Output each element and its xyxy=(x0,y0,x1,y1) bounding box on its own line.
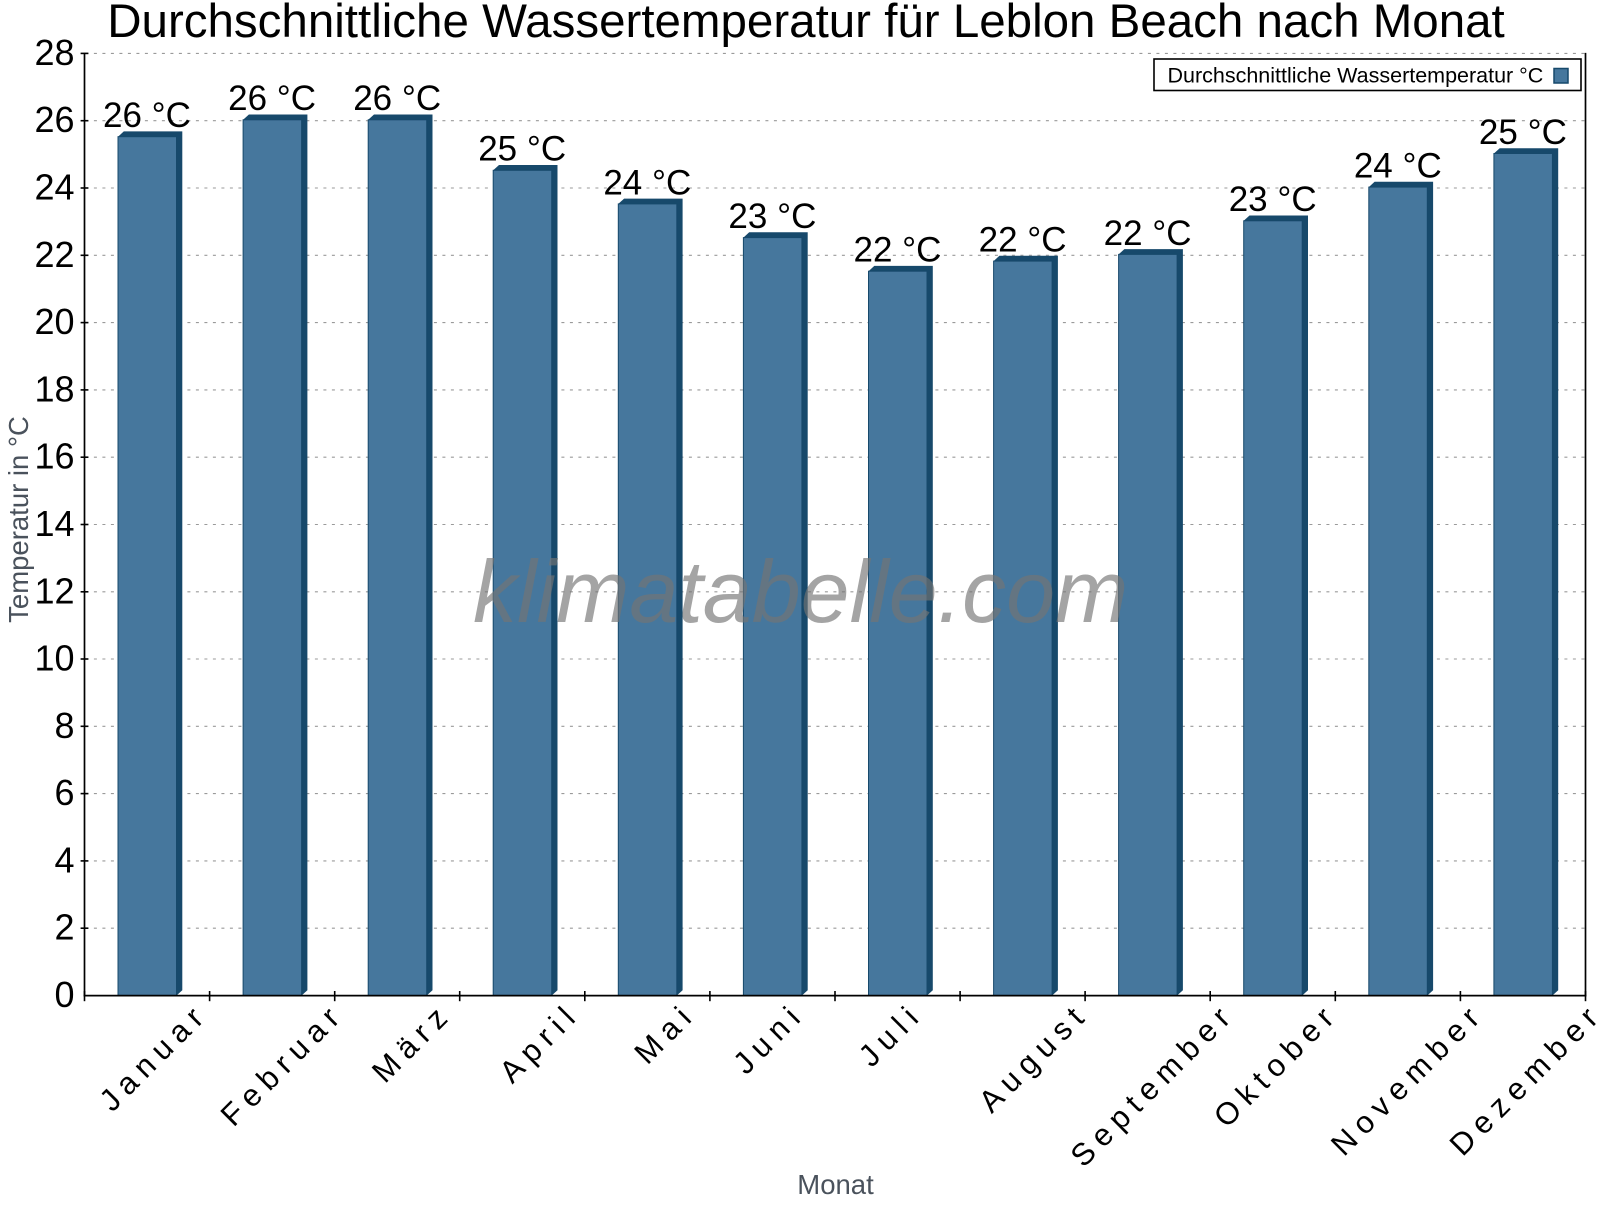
svg-text:26: 26 xyxy=(34,99,74,140)
svg-text:Temperatur in °C: Temperatur in °C xyxy=(3,416,34,623)
svg-text:28: 28 xyxy=(34,32,74,73)
svg-text:Durchschnittliche Wassertemper: Durchschnittliche Wassertemperatur für L… xyxy=(107,0,1505,48)
svg-text:25 °C: 25 °C xyxy=(1479,113,1567,152)
svg-text:14: 14 xyxy=(34,503,74,544)
svg-text:24 °C: 24 °C xyxy=(1354,147,1442,186)
svg-text:25 °C: 25 °C xyxy=(478,130,566,169)
svg-text:0: 0 xyxy=(54,974,74,1015)
svg-text:6: 6 xyxy=(54,772,74,813)
svg-text:23 °C: 23 °C xyxy=(1229,180,1317,219)
svg-text:12: 12 xyxy=(34,570,74,611)
svg-text:22: 22 xyxy=(34,234,74,275)
svg-text:22 °C: 22 °C xyxy=(854,231,942,270)
svg-text:26 °C: 26 °C xyxy=(103,96,191,135)
svg-text:4: 4 xyxy=(54,839,74,880)
svg-text:22 °C: 22 °C xyxy=(979,221,1067,260)
svg-text:10: 10 xyxy=(34,638,74,679)
svg-text:22 °C: 22 °C xyxy=(1104,214,1192,253)
svg-text:Durchschnittliche Wassertemper: Durchschnittliche Wassertemperatur °C xyxy=(1168,64,1544,88)
svg-text:26 °C: 26 °C xyxy=(228,79,316,118)
svg-text:2: 2 xyxy=(54,907,74,948)
svg-text:26 °C: 26 °C xyxy=(353,79,441,118)
svg-text:18: 18 xyxy=(34,368,74,409)
svg-text:8: 8 xyxy=(54,705,74,746)
svg-text:klimatabelle.com: klimatabelle.com xyxy=(473,542,1128,641)
svg-text:24: 24 xyxy=(34,167,74,208)
svg-text:24 °C: 24 °C xyxy=(603,163,691,202)
svg-text:23 °C: 23 °C xyxy=(728,197,816,236)
svg-text:20: 20 xyxy=(34,301,74,342)
svg-text:Monat: Monat xyxy=(797,1169,874,1200)
svg-text:16: 16 xyxy=(34,436,74,477)
